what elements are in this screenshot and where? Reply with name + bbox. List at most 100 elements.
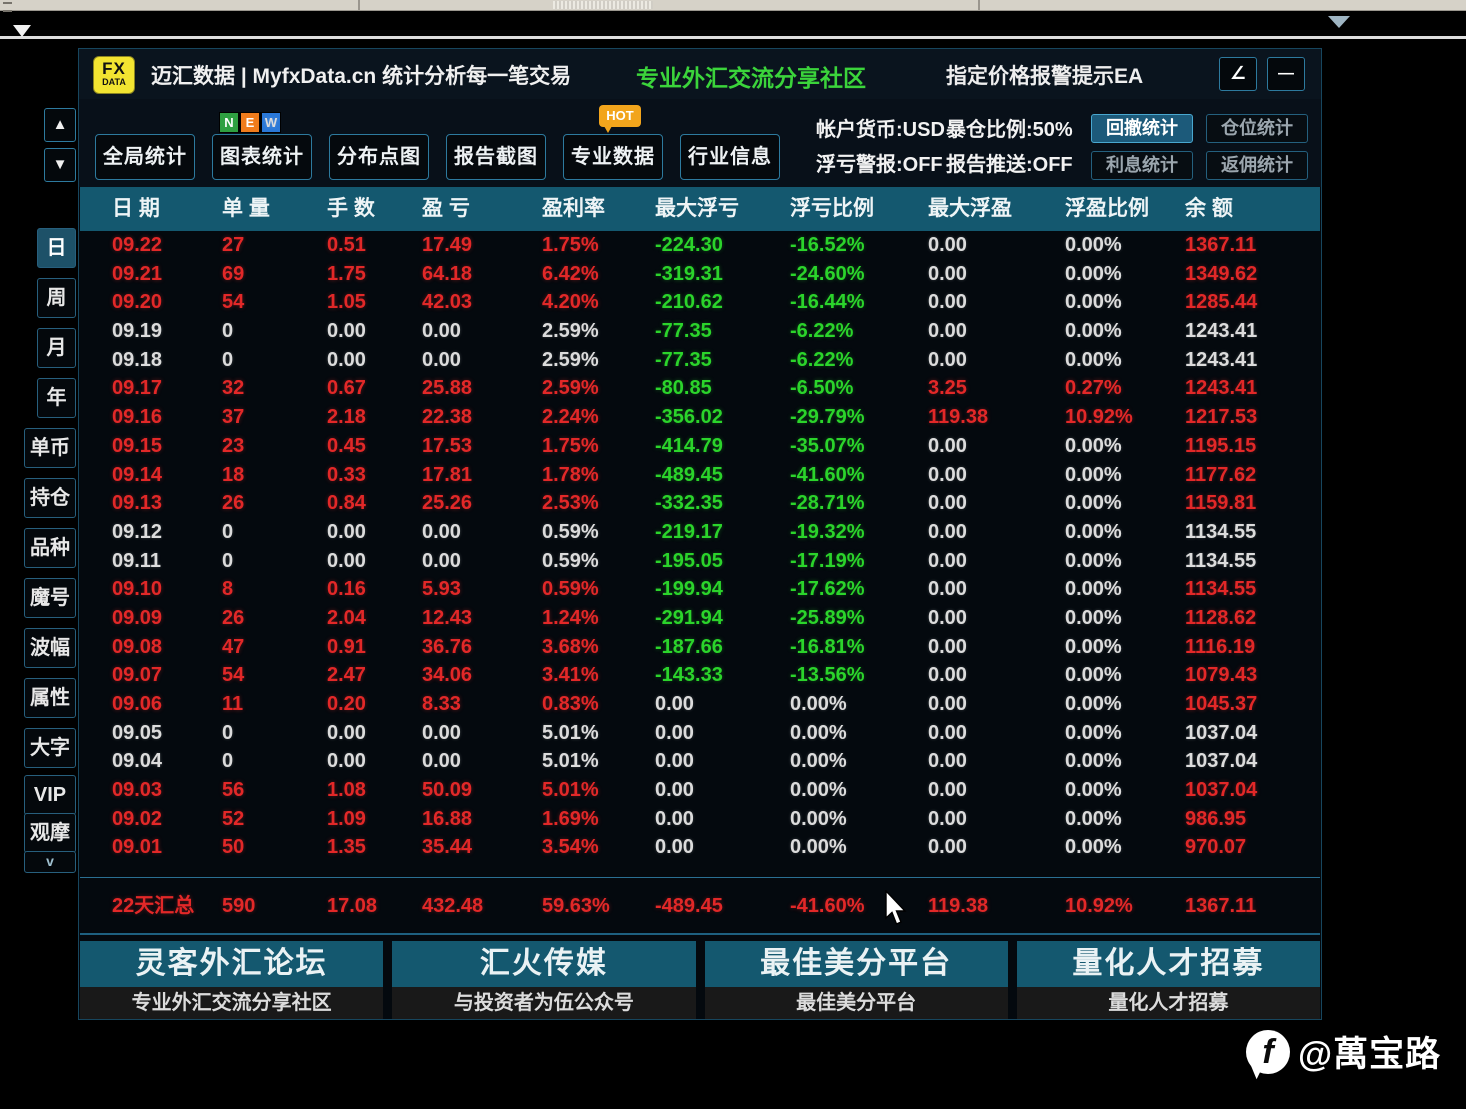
cell-float-loss-ratio: -35.07% xyxy=(790,434,865,457)
cell-profit-rate: 3.41% xyxy=(542,664,599,687)
community-link[interactable]: 专业外汇交流分享社区 xyxy=(636,65,866,91)
table-row[interactable]: 09.06 11 0.20 8.33 0.83% 0.00 0.00% 0.00 0.00% 10… xyxy=(80,690,1320,719)
cell-profit: 5.93 xyxy=(422,578,461,601)
cell-max-float-loss: 0.00 xyxy=(655,807,694,830)
sidebar-item-day[interactable]: 日 xyxy=(37,228,76,268)
table-row[interactable]: 09.21 69 1.75 64.18 6.42% -319.31 -24.60% 0.00 0… xyxy=(80,260,1320,289)
table-row[interactable]: 09.14 18 0.33 17.81 1.78% -489.45 -41.60% 0.00 0… xyxy=(80,461,1320,490)
new-badge: N E W xyxy=(219,112,281,133)
toolbar-button-pro-data[interactable]: 专业数据 xyxy=(563,134,663,180)
cell-profit: 0.00 xyxy=(422,320,461,343)
cell-orders: 0 xyxy=(222,520,234,543)
table-row[interactable]: 09.03 56 1.08 50.09 5.01% 0.00 0.00% 0.00 0.00% 1… xyxy=(80,776,1320,805)
dropdown-arrow-icon[interactable] xyxy=(13,25,31,37)
table-row[interactable]: 09.05 0 0.00 0.00 5.01% 0.00 0.00% 0.00 0.00% 103… xyxy=(80,719,1320,748)
table-row[interactable]: 09.16 37 2.18 22.38 2.24% -356.02 -29.79% 119.3… xyxy=(80,403,1320,432)
cell-orders: 26 xyxy=(222,492,245,515)
sidebar-item-observe[interactable]: 观摩 xyxy=(24,813,76,853)
table-row[interactable]: 09.02 52 1.09 16.88 1.69% 0.00 0.00% 0.00 0.00% 9… xyxy=(80,805,1320,834)
cell-orders: 56 xyxy=(222,779,245,802)
sidebar-scroll-down-button[interactable]: ▼ xyxy=(44,148,76,182)
sidebar-item-week[interactable]: 周 xyxy=(37,278,76,318)
column-header-profit-rate: 盈利率 xyxy=(542,197,605,220)
table-row[interactable]: 09.15 23 0.45 17.53 1.75% -414.79 -35.07% 0.00 0… xyxy=(80,432,1320,461)
cell-profit-rate: 2.59% xyxy=(542,377,599,400)
ea-alert-link[interactable]: 指定价格报警提示EA xyxy=(946,65,1144,88)
cell-profit-rate: 3.68% xyxy=(542,635,599,658)
cell-float-loss-ratio: 0.00% xyxy=(790,836,847,859)
stat-button-rebate-stats[interactable]: 返佣统计 xyxy=(1206,151,1308,180)
os-taskbar-strip xyxy=(0,0,1466,12)
sidebar-item-magic-number[interactable]: 魔号 xyxy=(24,578,76,618)
cell-max-float-loss: -187.66 xyxy=(655,635,723,658)
stat-button-position-stats[interactable]: 仓位统计 xyxy=(1206,114,1308,143)
table-row[interactable]: 09.08 47 0.91 36.76 3.68% -187.66 -16.81% 0.00 0… xyxy=(80,633,1320,662)
cell-max-float-profit: 0.00 xyxy=(928,836,967,859)
stat-button-interest-stats[interactable]: 利息统计 xyxy=(1091,151,1193,180)
toolbar-button-industry-info[interactable]: 行业信息 xyxy=(680,134,780,180)
table-row[interactable]: 09.17 32 0.67 25.88 2.59% -80.85 -6.50% 3.25 0.2… xyxy=(80,374,1320,403)
sidebar-item-vip[interactable]: VIP xyxy=(24,775,76,815)
toolbar-button-chart-stats[interactable]: 图表统计 xyxy=(212,134,312,180)
table-row[interactable]: 09.18 0 0.00 0.00 2.59% -77.35 -6.22% 0.00 0.00%… xyxy=(80,346,1320,375)
summary-float-profit-ratio: 10.92% xyxy=(1065,895,1133,917)
cell-float-profit-ratio: 0.00% xyxy=(1065,234,1122,256)
table-row[interactable]: 09.22 27 0.51 17.49 1.75% -224.30 -16.52% 0.00 0… xyxy=(80,231,1320,260)
toolbar-button-global-stats[interactable]: 全局统计 xyxy=(95,134,195,180)
sidebar-item-attributes[interactable]: 属性 xyxy=(24,678,76,718)
sidebar-item-holdings[interactable]: 持仓 xyxy=(24,478,76,518)
cell-orders: 50 xyxy=(222,836,245,859)
sidebar-item-month[interactable]: 月 xyxy=(37,328,76,368)
cell-lots: 2.18 xyxy=(327,406,366,429)
table-row[interactable]: 09.20 54 1.05 42.03 4.20% -210.62 -16.44% 0.00 0… xyxy=(80,288,1320,317)
cell-orders: 69 xyxy=(222,262,245,285)
cell-max-float-loss: -332.35 xyxy=(655,492,723,515)
summary-profit-rate: 59.63% xyxy=(542,895,610,917)
table-row[interactable]: 09.07 54 2.47 34.06 3.41% -143.33 -13.56% 0.00 0… xyxy=(80,661,1320,690)
account-currency-label: 帐户货币:USD xyxy=(816,119,945,141)
cell-profit-rate: 0.59% xyxy=(542,578,599,601)
table-row[interactable]: 09.13 26 0.84 25.26 2.53% -332.35 -28.71% 0.00 0… xyxy=(80,489,1320,518)
summary-max-float-profit: 119.38 xyxy=(928,895,989,917)
banner-panel-lingke-forex-forum[interactable]: 灵客外汇论坛 专业外汇交流分享社区 xyxy=(80,941,384,1019)
toolbar-button-report-screenshot[interactable]: 报告截图 xyxy=(446,134,546,180)
cell-max-float-loss: -77.35 xyxy=(655,320,712,343)
table-row[interactable]: 09.04 0 0.00 0.00 5.01% 0.00 0.00% 0.00 0.00% 103… xyxy=(80,747,1320,776)
banner-panel-quant-talent-recruit[interactable]: 量化人才招募 量化人才招募 xyxy=(1016,941,1320,1019)
banner-strip: 灵客外汇论坛 专业外汇交流分享社区 汇火传媒 与投资者为伍公众号 最佳美分平台 最佳美分平… xyxy=(80,941,1320,1019)
sidebar-item-symbols[interactable]: 品种 xyxy=(24,528,76,568)
cell-balance: 1243.41 xyxy=(1185,377,1258,400)
table-row[interactable]: 09.09 26 2.04 12.43 1.24% -291.94 -25.89% 0.00 0… xyxy=(80,604,1320,633)
banner-panel-huihuo-media[interactable]: 汇火传媒 与投资者为伍公众号 xyxy=(392,941,696,1019)
sidebar-item-year[interactable]: 年 xyxy=(37,378,76,418)
badge-e-icon: E xyxy=(241,113,259,132)
stat-button-drawdown-stats[interactable]: 回撤统计 xyxy=(1091,114,1193,143)
sidebar-item-collapse-chevron[interactable]: v xyxy=(24,851,76,873)
table-row[interactable]: 09.10 8 0.16 5.93 0.59% -199.94 -17.62% 0.00 0.0… xyxy=(80,575,1320,604)
collapse-arrow-icon[interactable] xyxy=(1328,16,1350,28)
sidebar-item-single-currency[interactable]: 单币 xyxy=(24,428,76,468)
toolbar-button-distribution-plot[interactable]: 分布点图 xyxy=(329,134,429,180)
cell-profit-rate: 0.59% xyxy=(542,549,599,572)
table-row[interactable]: 09.11 0 0.00 0.00 0.59% -195.05 -17.19% 0.00 0.0… xyxy=(80,547,1320,576)
cell-float-profit-ratio: 0.00% xyxy=(1065,320,1122,343)
window-top-edge xyxy=(0,36,1466,39)
table-row[interactable]: 09.12 0 0.00 0.00 0.59% -219.17 -19.32% 0.00 0.0… xyxy=(80,518,1320,547)
cell-max-float-loss: 0.00 xyxy=(655,721,694,744)
cell-max-float-loss: -489.45 xyxy=(655,463,723,486)
banner-panel-best-cent-platform[interactable]: 最佳美分平台 最佳美分平台 xyxy=(704,941,1008,1019)
table-row[interactable]: 09.01 50 1.35 35.44 3.54% 0.00 0.00% 0.00 0.00% 9… xyxy=(80,833,1320,862)
banner-divider xyxy=(80,933,1320,935)
resize-button[interactable]: ∠ xyxy=(1219,57,1257,91)
sidebar-item-volatility[interactable]: 波幅 xyxy=(24,628,76,668)
cell-max-float-profit: 0.00 xyxy=(928,635,967,658)
cell-date: 09.01 xyxy=(112,836,163,859)
sidebar-item-large-font[interactable]: 大字 xyxy=(24,728,76,768)
sidebar-scroll-up-button[interactable]: ▲ xyxy=(44,108,76,142)
minimize-button[interactable]: — xyxy=(1267,57,1305,91)
cell-float-loss-ratio: -16.52% xyxy=(790,234,865,256)
table-row[interactable]: 09.19 0 0.00 0.00 2.59% -77.35 -6.22% 0.00 0.00%… xyxy=(80,317,1320,346)
summary-float-loss-ratio: -41.60% xyxy=(790,895,865,917)
cell-profit: 16.88 xyxy=(422,807,473,830)
cell-date: 09.07 xyxy=(112,664,163,687)
